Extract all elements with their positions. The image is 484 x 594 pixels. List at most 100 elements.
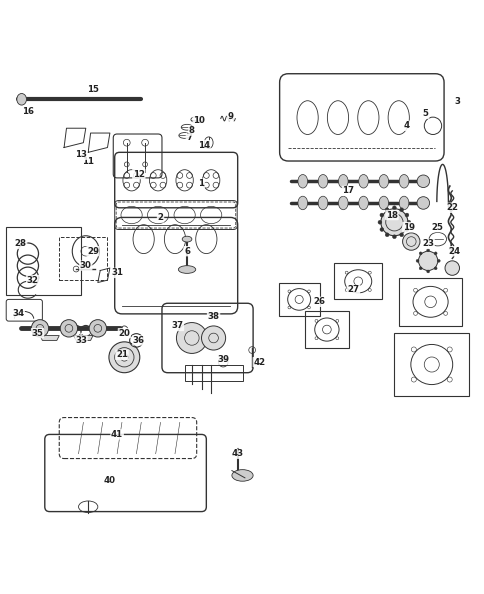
Text: 27: 27 xyxy=(347,285,359,294)
Circle shape xyxy=(406,220,410,224)
Text: 1: 1 xyxy=(198,179,204,188)
Circle shape xyxy=(418,267,421,270)
Text: 39: 39 xyxy=(217,355,229,364)
Text: 35: 35 xyxy=(31,328,44,337)
Text: 19: 19 xyxy=(402,223,414,232)
Circle shape xyxy=(392,206,395,210)
Circle shape xyxy=(433,252,436,255)
Text: 14: 14 xyxy=(197,141,210,150)
Text: 33: 33 xyxy=(75,336,87,345)
Circle shape xyxy=(392,235,395,239)
Circle shape xyxy=(384,208,388,211)
Text: 16: 16 xyxy=(22,107,34,116)
Text: 29: 29 xyxy=(87,247,99,255)
Ellipse shape xyxy=(358,196,368,210)
Text: 25: 25 xyxy=(431,223,443,232)
Circle shape xyxy=(418,251,437,270)
Circle shape xyxy=(402,233,419,250)
Circle shape xyxy=(379,228,383,232)
Text: 2: 2 xyxy=(157,213,163,222)
Text: 12: 12 xyxy=(133,169,145,179)
Ellipse shape xyxy=(416,175,429,188)
Ellipse shape xyxy=(398,175,408,188)
Circle shape xyxy=(399,208,403,211)
Circle shape xyxy=(433,267,436,270)
Ellipse shape xyxy=(297,196,307,210)
Circle shape xyxy=(404,228,408,232)
Bar xyxy=(393,333,468,396)
Text: 42: 42 xyxy=(253,358,265,366)
Text: 28: 28 xyxy=(15,239,27,248)
Bar xyxy=(398,278,461,326)
Circle shape xyxy=(404,213,408,217)
Ellipse shape xyxy=(17,93,27,105)
Text: 37: 37 xyxy=(171,321,183,330)
Circle shape xyxy=(384,233,388,237)
Text: 43: 43 xyxy=(231,449,243,458)
Circle shape xyxy=(426,249,429,252)
Text: 18: 18 xyxy=(385,210,397,220)
Text: 3: 3 xyxy=(453,97,459,106)
Text: 22: 22 xyxy=(445,203,457,212)
Ellipse shape xyxy=(398,196,408,210)
Text: 36: 36 xyxy=(133,336,145,345)
Text: 40: 40 xyxy=(104,476,116,485)
Ellipse shape xyxy=(231,470,253,481)
Circle shape xyxy=(109,342,139,372)
Ellipse shape xyxy=(378,196,388,210)
Text: 24: 24 xyxy=(448,247,460,255)
Text: 15: 15 xyxy=(87,85,99,94)
Circle shape xyxy=(377,220,381,224)
Bar xyxy=(304,311,348,347)
Text: 41: 41 xyxy=(111,430,123,439)
Circle shape xyxy=(437,260,439,263)
Text: 4: 4 xyxy=(403,121,408,130)
Circle shape xyxy=(31,320,48,337)
Circle shape xyxy=(60,320,77,337)
Text: 30: 30 xyxy=(80,261,91,270)
Circle shape xyxy=(380,208,407,236)
Circle shape xyxy=(89,320,106,337)
Ellipse shape xyxy=(182,236,192,242)
Text: 8: 8 xyxy=(188,126,195,135)
Text: 10: 10 xyxy=(193,116,205,125)
Text: 11: 11 xyxy=(82,157,94,166)
Circle shape xyxy=(415,260,418,263)
Bar xyxy=(333,263,381,299)
Polygon shape xyxy=(40,336,59,340)
Text: 31: 31 xyxy=(111,268,123,277)
Polygon shape xyxy=(74,336,93,340)
Text: 38: 38 xyxy=(207,312,219,321)
Ellipse shape xyxy=(297,175,307,188)
Circle shape xyxy=(176,323,207,353)
Text: 20: 20 xyxy=(118,328,130,337)
Ellipse shape xyxy=(358,175,368,188)
Text: 23: 23 xyxy=(421,239,433,248)
Circle shape xyxy=(426,270,429,273)
Text: 9: 9 xyxy=(227,112,233,121)
Circle shape xyxy=(201,326,225,350)
Circle shape xyxy=(399,233,403,237)
Circle shape xyxy=(444,261,458,275)
Text: 17: 17 xyxy=(342,187,354,195)
Text: 7: 7 xyxy=(186,134,192,143)
Bar xyxy=(59,237,107,280)
Bar xyxy=(6,227,81,295)
Ellipse shape xyxy=(318,175,327,188)
Ellipse shape xyxy=(338,175,348,188)
Circle shape xyxy=(379,213,383,217)
Text: 26: 26 xyxy=(313,298,325,307)
Ellipse shape xyxy=(318,196,327,210)
Ellipse shape xyxy=(378,175,388,188)
Text: 6: 6 xyxy=(183,247,190,255)
Text: 32: 32 xyxy=(27,276,39,285)
Circle shape xyxy=(418,252,421,255)
Text: 34: 34 xyxy=(12,309,24,318)
Ellipse shape xyxy=(338,196,348,210)
Bar xyxy=(184,365,242,381)
Bar xyxy=(278,283,319,316)
Ellipse shape xyxy=(178,266,196,273)
Text: 5: 5 xyxy=(422,109,428,118)
Text: 21: 21 xyxy=(116,350,128,359)
Ellipse shape xyxy=(416,197,429,209)
